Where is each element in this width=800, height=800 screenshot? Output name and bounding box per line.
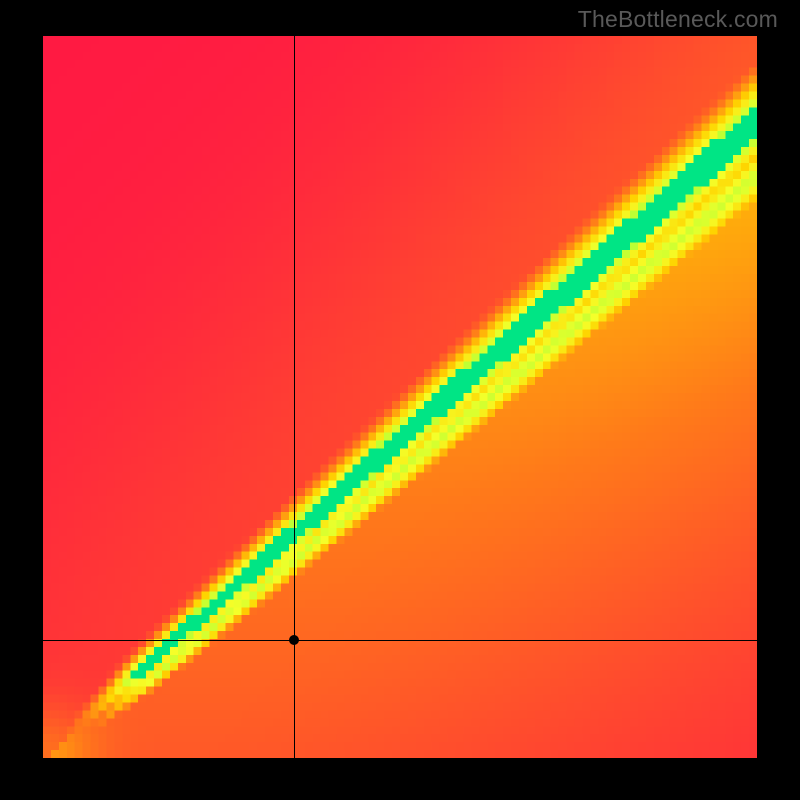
crosshair-horizontal	[43, 640, 757, 641]
watermark-text: TheBottleneck.com	[578, 6, 778, 33]
crosshair-vertical	[294, 36, 295, 758]
heatmap-plot	[43, 36, 757, 758]
crosshair-marker	[289, 635, 299, 645]
heatmap-canvas	[43, 36, 757, 758]
